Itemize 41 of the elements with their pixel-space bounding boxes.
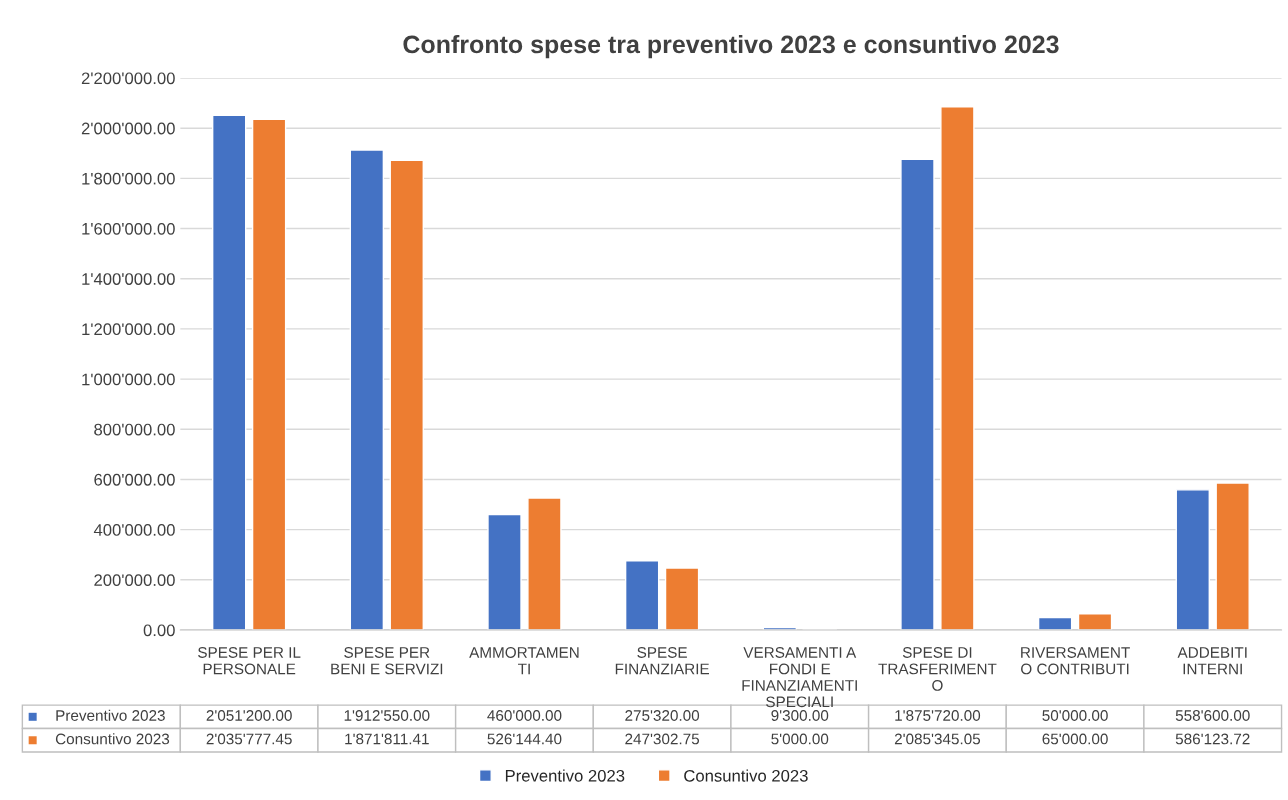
- x-tick-label: AMMORTAMEN TI: [469, 647, 579, 675]
- chart-title: Confronto spese tra preventivo 2023 e consuntivo 2023: [403, 34, 1059, 59]
- data-label: 247'302.75: [625, 733, 700, 745]
- y-tick-label: 400'000.00: [93, 524, 175, 536]
- y-tick-label: 1'400'000.00: [82, 273, 175, 285]
- data-label: 1'912'550.00: [344, 710, 430, 721]
- y-tick-label: 1'000'000.00: [82, 373, 175, 386]
- data-label: 558'600.00: [1175, 710, 1250, 721]
- data-label: 2'085'345.05: [894, 733, 981, 745]
- y-tick-label: 800'000.00: [94, 423, 175, 436]
- y-tick-label: 1'200'000.00: [82, 323, 175, 336]
- data-label: 1'871'811.41: [345, 733, 429, 745]
- data-label: 50'000.00: [1042, 710, 1108, 721]
- legend-label: Consuntivo 2023: [55, 733, 170, 745]
- data-label: 586'123.72: [1175, 733, 1250, 745]
- x-tick-label: SPESE PER BENI E SERVIZI: [331, 647, 443, 675]
- y-tick-label: 1'600'000.00: [82, 222, 175, 235]
- y-tick-label: 1'800'000.00: [82, 172, 175, 185]
- text: Preventivo 2023: [505, 769, 625, 782]
- y-tick-label: 600'000.00: [94, 473, 175, 486]
- x-tick-label: SPESE FINANZIARIE: [615, 647, 709, 675]
- data-label: 2'035'777.45: [206, 733, 292, 745]
- data-label: 2'051'200.00: [206, 710, 292, 721]
- y-tick-label: 0.00: [143, 624, 175, 637]
- data-label: 460'000.00: [487, 710, 562, 721]
- x-tick-label: ADDEBITI INTERNI: [1177, 647, 1247, 675]
- y-tick-label: 2'000'000.00: [81, 122, 175, 135]
- data-label: 9'300.00: [771, 710, 829, 721]
- data-label: 5'000.00: [771, 733, 829, 745]
- legend-label: Preventivo 2023: [56, 709, 165, 721]
- data-label: 65'000.00: [1042, 733, 1108, 745]
- data-label: 1'875'720.00: [895, 710, 981, 721]
- x-tick-label: SPESE DI TRASFERIMENT O: [878, 647, 997, 691]
- data-label: 275'320.00: [625, 710, 700, 721]
- data-label: 526'144.40: [487, 733, 562, 745]
- x-tick-label: RIVERSAMENT O CONTRIBUTI: [1021, 647, 1130, 675]
- y-tick-label: 200'000.00: [94, 574, 175, 587]
- y-tick-label: 2'200'000.00: [81, 72, 175, 85]
- text: Consuntivo 2023: [684, 769, 808, 782]
- x-tick-label: VERSAMENTI A FONDI E FINANZIAMENTI SPECIALI: [742, 647, 857, 708]
- x-tick-label: SPESE PER IL PERSONALE: [198, 647, 301, 675]
